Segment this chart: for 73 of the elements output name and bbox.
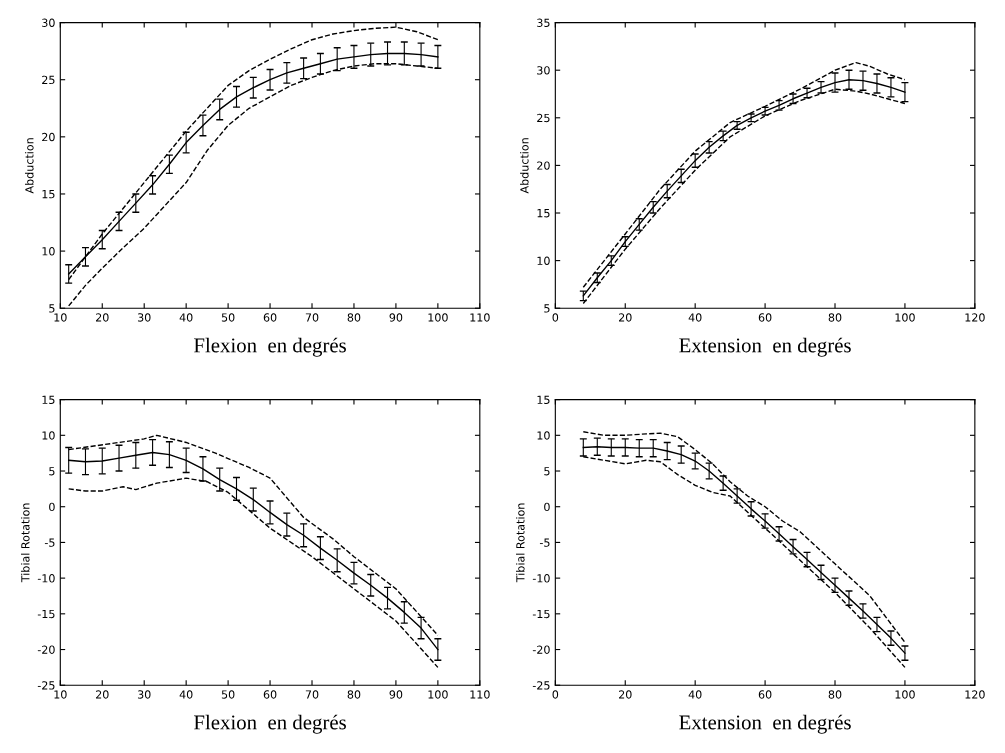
y-tick-label: 30 — [537, 66, 550, 75]
y-tick-label: 25 — [42, 75, 55, 85]
x-tick-label: 110 — [470, 313, 490, 322]
x-tick-label: 100 — [428, 313, 448, 322]
x-tick-label: 100 — [895, 690, 915, 699]
x-axis-title: Flexion en degrés — [194, 337, 346, 357]
x-tick-label: 80 — [828, 690, 842, 699]
x-tick-label: 90 — [389, 690, 403, 699]
x-tick-label: 100 — [428, 690, 448, 699]
y-tick-label: 5 — [544, 304, 550, 313]
y-tick-label: 35 — [537, 18, 550, 27]
y-tick-label: 5 — [49, 304, 55, 313]
x-tick-label: 80 — [828, 313, 842, 322]
y-tick-label: -20 — [532, 645, 550, 654]
x-tick-label: 20 — [619, 690, 632, 699]
y-axis-title: Abduction — [24, 138, 34, 194]
x-tick-label: 60 — [758, 690, 772, 699]
y-tick-label: -20 — [37, 645, 55, 654]
y-tick-label: 10 — [42, 431, 55, 440]
x-tick-label: 0 — [552, 690, 559, 699]
x-tick-label: 110 — [470, 690, 490, 699]
x-tick-label: 0 — [552, 313, 559, 322]
x-tick-label: 80 — [347, 690, 361, 699]
y-tick-label: -5 — [44, 538, 55, 547]
x-tick-label: 40 — [688, 690, 702, 699]
x-tick-label: 80 — [347, 313, 361, 322]
x-tick-label: 60 — [263, 313, 277, 322]
x-tick-label: 30 — [137, 690, 151, 699]
x-tick-label: 50 — [221, 313, 235, 322]
x-tick-label: 30 — [137, 313, 151, 322]
x-tick-label: 120 — [965, 313, 985, 322]
y-tick-label: 20 — [537, 161, 550, 170]
y-tick-label: -5 — [539, 538, 550, 547]
y-tick-label: 25 — [537, 113, 550, 123]
x-tick-label: 40 — [179, 313, 193, 322]
y-tick-label: 5 — [49, 467, 55, 476]
y-tick-label: 0 — [544, 502, 550, 512]
y-tick-label: 15 — [42, 395, 55, 404]
y-tick-label: 30 — [42, 18, 55, 27]
x-tick-label: 40 — [179, 690, 193, 699]
y-tick-label: 15 — [537, 209, 550, 218]
x-tick-label: 20 — [96, 690, 109, 699]
x-axis-title: Extension en degrés — [679, 337, 851, 357]
x-tick-label: 70 — [305, 313, 319, 322]
x-tick-label: 50 — [221, 690, 235, 699]
x-tick-label: 20 — [96, 313, 109, 322]
y-tick-label: 0 — [49, 502, 55, 512]
y-tick-label: 5 — [544, 467, 550, 476]
y-axis-title: Abduction — [520, 138, 529, 194]
y-tick-label: 15 — [537, 395, 550, 404]
x-tick-label: 20 — [619, 313, 632, 322]
x-axis-title: Extension en degrés — [679, 714, 851, 734]
y-tick-label: 10 — [537, 431, 550, 440]
y-tick-label: -25 — [37, 681, 55, 690]
y-tick-label: 10 — [537, 256, 550, 265]
x-tick-label: 100 — [895, 313, 915, 322]
y-axis-title: Tibial Rotation — [516, 503, 525, 583]
y-tick-label: -10 — [532, 574, 550, 583]
x-tick-label: 60 — [758, 313, 772, 322]
x-tick-label: 90 — [389, 313, 403, 322]
x-tick-label: 60 — [263, 690, 277, 699]
y-tick-label: -15 — [532, 609, 550, 619]
x-tick-label: 70 — [305, 690, 319, 699]
y-tick-label: -25 — [532, 681, 550, 690]
y-tick-label: 20 — [42, 132, 55, 142]
y-tick-label: -10 — [37, 574, 55, 583]
x-tick-label: 120 — [965, 690, 985, 699]
y-tick-label: -15 — [37, 609, 55, 619]
y-tick-label: 10 — [42, 247, 55, 256]
x-axis-title: Flexion en degrés — [194, 714, 346, 734]
y-axis-title: Tibial Rotation — [20, 503, 30, 583]
x-tick-label: 40 — [688, 313, 702, 322]
y-tick-label: 15 — [42, 190, 55, 199]
